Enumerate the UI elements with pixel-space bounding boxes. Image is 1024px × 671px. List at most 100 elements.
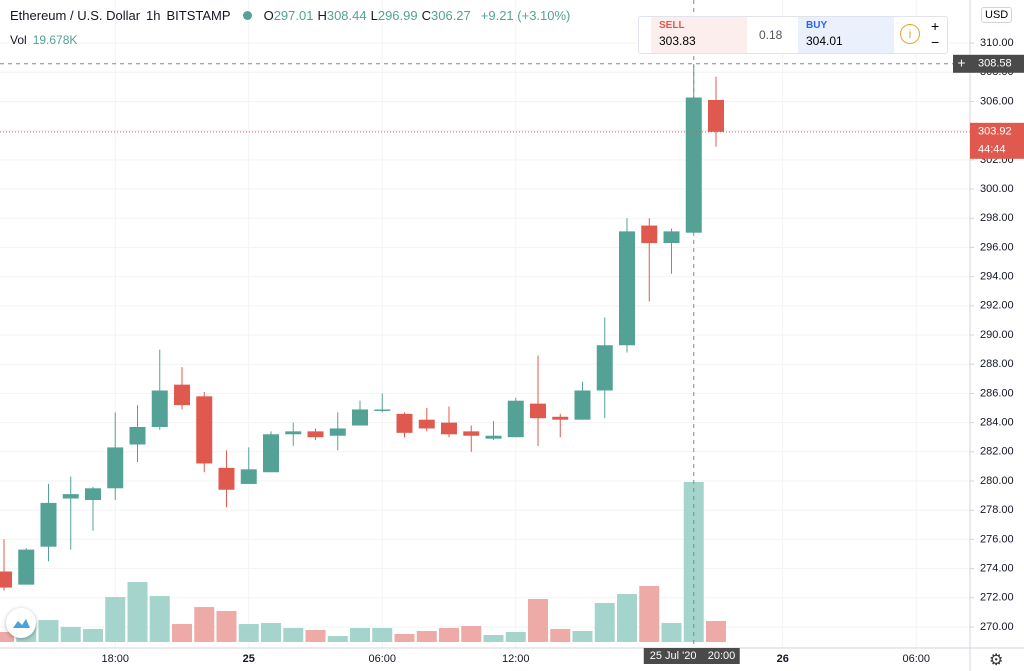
y-tick-label: 288.00 (980, 358, 1014, 370)
candle-body (485, 435, 502, 439)
volume-value: 19.678K (32, 33, 78, 47)
candle-body (619, 231, 635, 346)
x-tick-label: 18:00 (101, 653, 129, 665)
candle-body (0, 571, 12, 588)
ohlc-label: H (317, 8, 327, 23)
y-tick-label: 274.00 (980, 562, 1014, 574)
candle-body (507, 400, 524, 438)
y-tick-label: 296.00 (980, 241, 1014, 253)
volume-bar (0, 631, 14, 642)
buy-label: BUY (806, 20, 828, 31)
candle-body (352, 409, 368, 426)
crosshair-price-tag (970, 54, 1024, 73)
volume-bar (38, 620, 59, 642)
y-tick-label: 290.00 (980, 329, 1014, 341)
logo-button[interactable] (6, 608, 36, 638)
volume-bar (172, 624, 192, 642)
candle-body (530, 403, 546, 419)
ohlc-value: 297.01 (273, 8, 314, 23)
interval[interactable]: 1h (146, 8, 161, 23)
x-tick-label: 06:00 (902, 653, 930, 665)
plus-button[interactable]: + (931, 18, 940, 34)
volume-bar (194, 607, 215, 642)
settings-icon[interactable]: ⚙ (989, 652, 1004, 669)
volume-bar (60, 626, 81, 642)
volume-bar (394, 634, 415, 642)
candle-body (263, 434, 279, 473)
candle-body (18, 549, 35, 585)
volume-bar (261, 622, 281, 642)
candle-body (40, 502, 57, 547)
exchange: BITSTAMP (166, 8, 231, 23)
volume-bar (105, 597, 126, 642)
candle-body (174, 384, 190, 406)
ohlc-value: 308.44 (326, 8, 367, 23)
symbol[interactable]: Ethereum / U.S. Dollar (10, 8, 141, 23)
candle-body (441, 422, 457, 435)
volume-bar (416, 631, 437, 642)
ohlc-label: C (421, 8, 431, 23)
x-tick-label: 06:00 (368, 653, 396, 665)
sell-label: SELL (659, 20, 685, 31)
y-tick-label: 280.00 (980, 475, 1014, 487)
candle-body (107, 447, 124, 489)
crosshair-time-label: 20:00 (708, 650, 736, 662)
candle-body (685, 97, 702, 233)
crosshair-price-label: 308.58 (978, 58, 1012, 70)
y-tick-label: 276.00 (980, 533, 1014, 545)
sell-price: 303.83 (659, 34, 696, 48)
candle-body (552, 416, 569, 420)
logo (13, 619, 30, 628)
y-tick-label: 310.00 (980, 37, 1014, 49)
buy-button[interactable]: BUY 304.01 (798, 17, 894, 53)
last-price-tag (970, 122, 1024, 159)
candle-body (85, 488, 101, 500)
price-axis (970, 0, 1024, 671)
candle-body (418, 419, 435, 429)
y-tick-label: 294.00 (980, 271, 1014, 283)
volume-bar (372, 628, 393, 642)
volume-legend: Vol 19.678K (10, 33, 77, 47)
volume-bar (594, 602, 615, 642)
currency-button[interactable]: USD (981, 7, 1013, 23)
candle-body (596, 345, 613, 391)
volume-bar (661, 622, 682, 642)
volume-bar (350, 628, 370, 642)
candle-body (285, 431, 302, 435)
volume-label: Vol (10, 33, 27, 47)
volume-bar (149, 595, 170, 642)
countdown: 44:44 (978, 144, 1006, 156)
volume-bar (639, 585, 660, 642)
sell-button[interactable]: SELL 303.83 (651, 17, 747, 53)
ohlc-value: 296.99 (377, 8, 418, 23)
candle-body (463, 431, 480, 436)
candle-body (151, 390, 168, 427)
y-tick-label: 272.00 (980, 592, 1014, 604)
volume-bar (706, 621, 726, 642)
volume-bar (483, 635, 504, 642)
y-tick-label: 270.00 (980, 621, 1014, 633)
volume-bar (305, 629, 326, 642)
x-tick-label: 12:00 (502, 653, 530, 665)
volume-bar (216, 611, 237, 642)
y-tick-label: 292.00 (980, 300, 1014, 312)
volume-bar (238, 624, 259, 642)
candle-body (240, 469, 257, 484)
spread: 0.18 (759, 28, 783, 42)
y-tick-label: 286.00 (980, 387, 1014, 399)
change: +9.21 (+3.10%) (480, 8, 571, 23)
minus-button[interactable]: − (931, 34, 940, 50)
candle-body (307, 431, 324, 438)
volume-bar (550, 628, 571, 642)
ohlc-label: L (370, 8, 378, 23)
candle-body (374, 409, 391, 411)
y-tick-label: 278.00 (980, 504, 1014, 516)
volume-bar (572, 631, 593, 642)
volume-bar (439, 628, 459, 642)
candle-body (129, 426, 146, 445)
candle-body (62, 494, 79, 499)
info-icon[interactable]: i (900, 24, 920, 44)
add-button (953, 54, 970, 73)
y-tick-label: 306.00 (980, 95, 1014, 107)
